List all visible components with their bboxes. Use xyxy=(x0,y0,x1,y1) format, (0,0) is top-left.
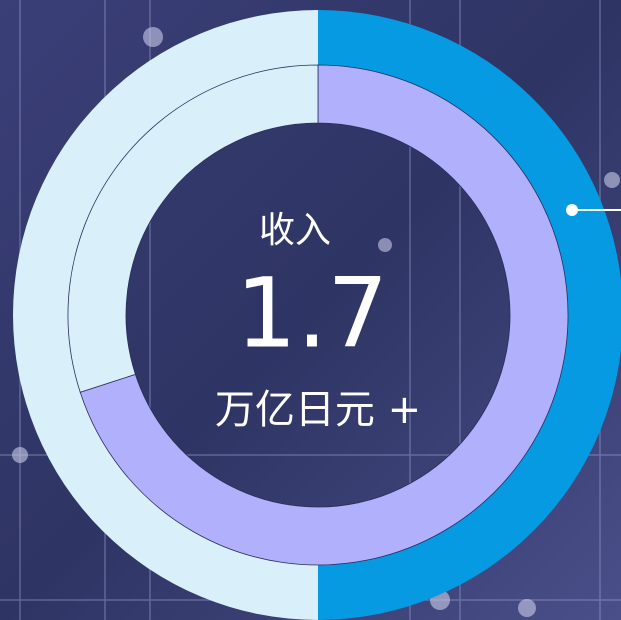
chart: 收入 1.7 万亿日元 + xyxy=(0,0,621,620)
pointer-dot xyxy=(566,204,578,216)
center-label: 收入 xyxy=(259,210,331,251)
center-value: 1.7 xyxy=(236,257,389,369)
page: 收入 1.7 万亿日元 + (() => { const data = JSON… xyxy=(0,0,621,620)
center-unit: 万亿日元 + xyxy=(215,387,421,433)
